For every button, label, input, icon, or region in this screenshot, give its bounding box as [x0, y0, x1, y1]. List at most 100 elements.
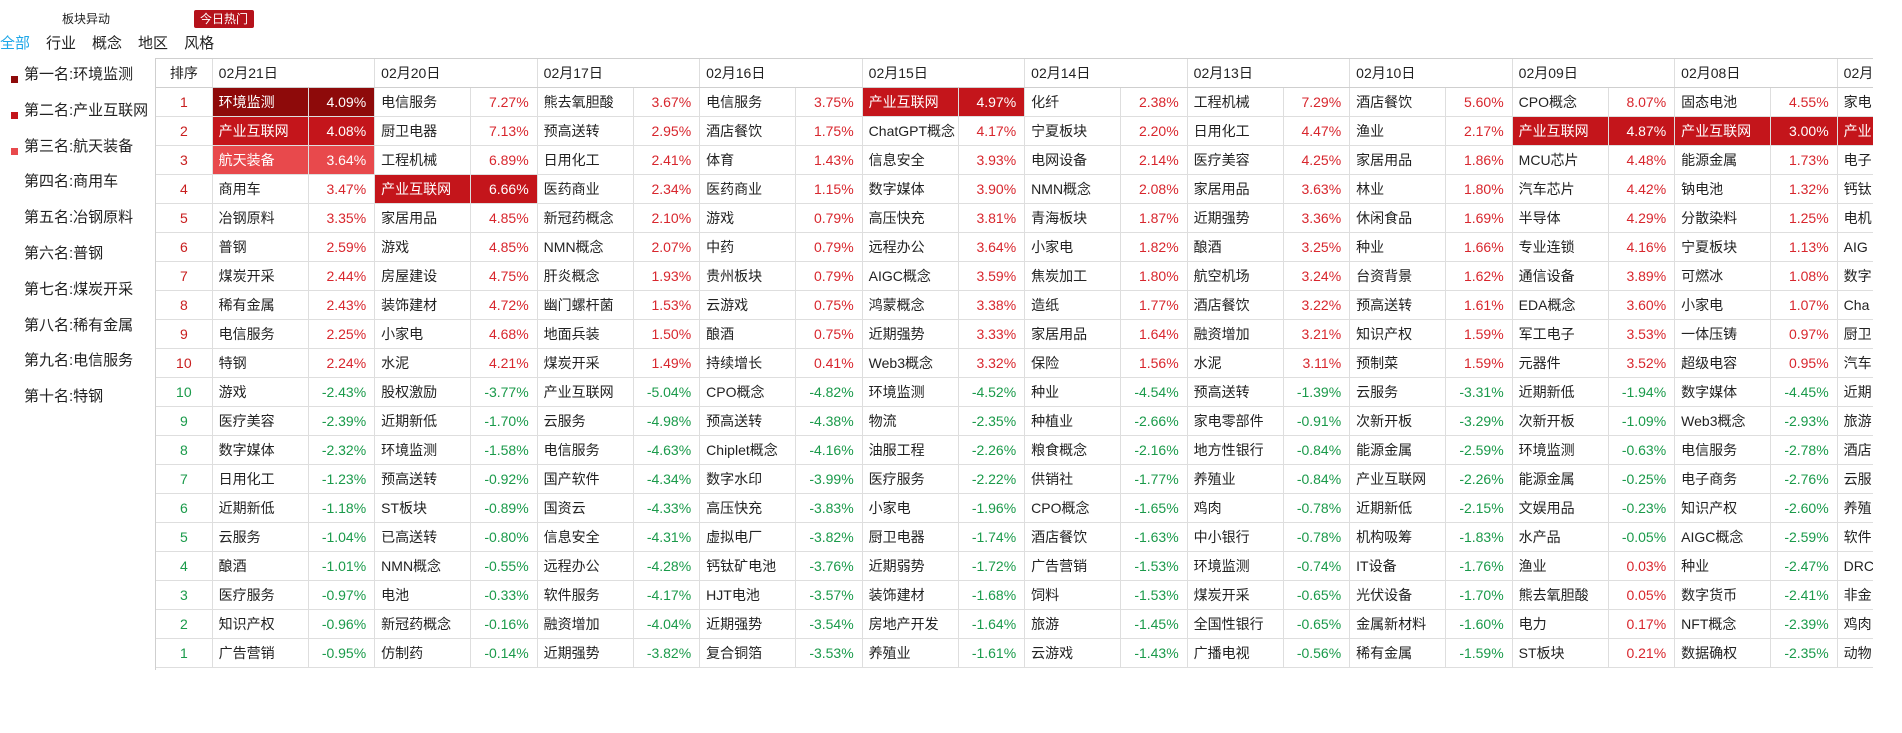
sector-name-cell[interactable]: 煤炭开采	[212, 261, 309, 291]
sector-name-cell[interactable]: NMN概念	[537, 232, 634, 262]
rank-item-7[interactable]: 第七名:煤炭开采	[10, 277, 156, 313]
filter-region[interactable]: 地区	[138, 35, 169, 52]
sector-name-cell[interactable]: 养殖业	[1187, 464, 1284, 494]
sector-name-cell[interactable]: 广告营销	[212, 638, 309, 668]
date-column-header[interactable]: 02月14日	[1024, 59, 1188, 88]
sector-name-cell[interactable]: 医疗服务	[862, 464, 959, 494]
sector-name-cell[interactable]: 环境监测	[1187, 551, 1284, 581]
sector-name-cell[interactable]: 仿制药	[374, 638, 472, 668]
sector-name-cell[interactable]: 云游戏	[1024, 638, 1122, 668]
sector-name-cell[interactable]: 数字	[1837, 261, 1873, 291]
date-column-header[interactable]: 02月10日	[1349, 59, 1513, 88]
sector-name-cell[interactable]: 云服务	[1349, 377, 1447, 407]
sector-name-cell[interactable]: 次新开板	[1349, 406, 1447, 436]
sector-name-cell[interactable]: 幽门螺杆菌	[537, 290, 634, 320]
sector-name-cell[interactable]: 中小银行	[1187, 522, 1284, 552]
sector-name-cell[interactable]: 酒店餐饮	[1349, 87, 1447, 117]
sector-name-cell[interactable]: 医药商业	[699, 174, 797, 204]
sector-name-cell[interactable]: 酒店餐饮	[699, 116, 797, 146]
sector-name-cell[interactable]: 预高送转	[699, 406, 797, 436]
sector-name-cell[interactable]: 信息安全	[862, 145, 959, 175]
sector-name-cell[interactable]: 水产品	[1512, 522, 1609, 552]
rank-item-3[interactable]: 第三名:航天装备	[10, 134, 156, 170]
sector-name-cell[interactable]: 酒店餐饮	[1024, 522, 1122, 552]
sector-name-cell[interactable]: 特钢	[212, 348, 309, 378]
sector-name-cell[interactable]: MCU芯片	[1512, 145, 1609, 175]
sector-name-cell[interactable]: 数字媒体	[212, 435, 309, 465]
sector-name-cell[interactable]: 普钢	[212, 232, 309, 262]
sector-name-cell[interactable]: 电子	[1837, 145, 1873, 175]
sector-name-cell[interactable]: 保险	[1024, 348, 1122, 378]
sector-name-cell[interactable]: 动物	[1837, 638, 1873, 668]
sector-name-cell[interactable]: 近期强势	[862, 319, 959, 349]
sector-name-cell[interactable]: 游戏	[212, 377, 309, 407]
sector-name-cell[interactable]: CPO概念	[699, 377, 797, 407]
sector-name-cell[interactable]: 酿酒	[212, 551, 309, 581]
sector-name-cell[interactable]: 宁夏板块	[1024, 116, 1122, 146]
sector-name-cell[interactable]: 房地产开发	[862, 609, 959, 639]
sector-name-cell[interactable]: 元器件	[1512, 348, 1609, 378]
sector-name-cell[interactable]: Chiplet概念	[699, 435, 797, 465]
sector-name-cell[interactable]: 钙钛	[1837, 174, 1873, 204]
sector-name-cell[interactable]: 家居用品	[1349, 145, 1447, 175]
sector-name-cell[interactable]: 日用化工	[212, 464, 309, 494]
sector-name-cell[interactable]: 种植业	[1024, 406, 1122, 436]
sector-name-cell[interactable]: 供销社	[1024, 464, 1122, 494]
sector-name-cell[interactable]: 虚拟电厂	[699, 522, 797, 552]
sector-name-cell[interactable]: 产业互联网	[374, 174, 472, 204]
sector-name-cell[interactable]: 机构吸筹	[1349, 522, 1447, 552]
sector-name-cell[interactable]: 电信服务	[699, 87, 797, 117]
sector-name-cell[interactable]: 厨卫	[1837, 319, 1873, 349]
sector-name-cell[interactable]: 电机	[1837, 203, 1873, 233]
date-column-header[interactable]: 02月09日	[1512, 59, 1676, 88]
sector-name-cell[interactable]: 日用化工	[537, 145, 634, 175]
date-column-header[interactable]: 02月13日	[1187, 59, 1351, 88]
sector-name-cell[interactable]: 近期弱势	[862, 551, 959, 581]
sector-name-cell[interactable]: ST板块	[374, 493, 472, 523]
sector-name-cell[interactable]: 宁夏板块	[1674, 232, 1772, 262]
sector-name-cell[interactable]: 钙钛矿电池	[699, 551, 797, 581]
sector-name-cell[interactable]: ST板块	[1512, 638, 1609, 668]
sector-name-cell[interactable]: 家电零部件	[1187, 406, 1284, 436]
date-column-header[interactable]: 02月17日	[537, 59, 701, 88]
sector-name-cell[interactable]: 云服务	[212, 522, 309, 552]
sector-name-cell[interactable]: 全国性银行	[1187, 609, 1284, 639]
sector-name-cell[interactable]: HJT电池	[699, 580, 797, 610]
sector-name-cell[interactable]: 装饰建材	[374, 290, 472, 320]
sector-name-cell[interactable]: 可燃冰	[1674, 261, 1772, 291]
sector-name-cell[interactable]: 游戏	[374, 232, 472, 262]
sector-name-cell[interactable]: 股权激励	[374, 377, 472, 407]
sector-name-cell[interactable]: 饲料	[1024, 580, 1122, 610]
sector-name-cell[interactable]: 医疗美容	[1187, 145, 1284, 175]
rank-item-10[interactable]: 第十名:特钢	[10, 384, 156, 420]
sector-name-cell[interactable]: 国产软件	[537, 464, 634, 494]
sector-name-cell[interactable]: 广播电视	[1187, 638, 1284, 668]
sector-name-cell[interactable]: 近期新低	[1349, 493, 1447, 523]
sector-name-cell[interactable]: 电信服务	[537, 435, 634, 465]
sector-name-cell[interactable]: 数字媒体	[1674, 377, 1772, 407]
sector-name-cell[interactable]: 电池	[374, 580, 472, 610]
sector-name-cell[interactable]: 电信服务	[212, 319, 309, 349]
sector-name-cell[interactable]: 通信设备	[1512, 261, 1609, 291]
sector-name-cell[interactable]: 电信服务	[374, 87, 472, 117]
sector-name-cell[interactable]: 融资增加	[1187, 319, 1284, 349]
sector-name-cell[interactable]: 地面兵装	[537, 319, 634, 349]
sector-name-cell[interactable]: 中药	[699, 232, 797, 262]
sector-name-cell[interactable]: 一体压铸	[1674, 319, 1772, 349]
sector-name-cell[interactable]: 军工电子	[1512, 319, 1609, 349]
sector-name-cell[interactable]: 预高送转	[374, 464, 472, 494]
rank-item-2[interactable]: 第二名:产业互联网	[10, 98, 156, 134]
sector-name-cell[interactable]: 能源金属	[1512, 464, 1609, 494]
sector-name-cell[interactable]: 持续增长	[699, 348, 797, 378]
sector-name-cell[interactable]: 新冠药概念	[374, 609, 472, 639]
sector-name-cell[interactable]: 预制菜	[1349, 348, 1447, 378]
sector-name-cell[interactable]: NFT概念	[1674, 609, 1772, 639]
sector-name-cell[interactable]: 种业	[1674, 551, 1772, 581]
sector-name-cell[interactable]: 医疗服务	[212, 580, 309, 610]
sector-name-cell[interactable]: 小家电	[1674, 290, 1772, 320]
sector-name-cell[interactable]: 近期新低	[374, 406, 472, 436]
sector-name-cell[interactable]: 电力	[1512, 609, 1609, 639]
sector-name-cell[interactable]: 种业	[1024, 377, 1122, 407]
sector-name-cell[interactable]: 肝炎概念	[537, 261, 634, 291]
date-column-header[interactable]: 02月16日	[699, 59, 863, 88]
